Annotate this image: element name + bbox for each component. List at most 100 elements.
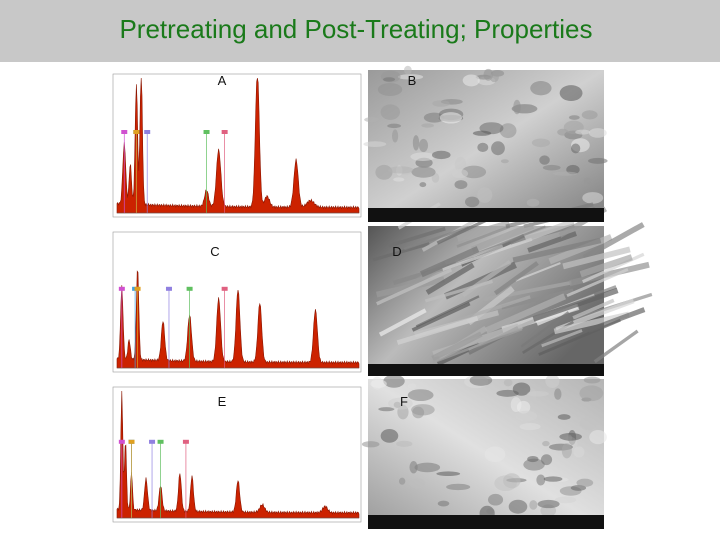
grain <box>554 388 562 400</box>
fiber <box>388 226 446 248</box>
element-tag <box>157 439 164 444</box>
grain <box>486 508 495 515</box>
grain <box>536 474 546 486</box>
grain <box>432 100 450 107</box>
fiber <box>372 242 430 262</box>
grain <box>393 177 405 182</box>
spectrum <box>116 77 360 214</box>
fiber <box>484 293 567 334</box>
grain <box>588 128 607 138</box>
grain <box>370 379 387 389</box>
panel-label: A <box>218 73 227 88</box>
fiber <box>532 287 619 322</box>
grain <box>446 483 471 491</box>
grain <box>477 142 489 153</box>
grain <box>539 155 550 165</box>
grain <box>554 496 577 504</box>
grain <box>361 441 380 448</box>
grain <box>557 414 571 420</box>
grain <box>412 135 420 151</box>
grain <box>513 99 521 115</box>
grain <box>377 83 403 97</box>
grain <box>409 461 418 474</box>
fiber <box>562 246 631 270</box>
grain <box>487 493 504 506</box>
sem-info-bar <box>368 208 604 222</box>
grain <box>375 164 393 180</box>
sem-info-bar <box>368 364 604 376</box>
element-tag <box>182 439 189 444</box>
grain <box>531 138 551 148</box>
element-tag <box>203 130 210 134</box>
grain <box>527 456 539 463</box>
panel-label: B <box>408 73 417 88</box>
fiber <box>582 222 645 260</box>
element-tag <box>133 130 140 134</box>
fiber <box>587 307 646 333</box>
grain <box>589 429 607 445</box>
fiber <box>524 218 575 243</box>
slide-title: Pretreating and Post-Treating; Propertie… <box>119 14 593 44</box>
fiber <box>425 262 475 295</box>
element-tag <box>186 286 193 291</box>
fiber <box>442 237 533 271</box>
grain <box>542 440 550 447</box>
grain <box>363 141 387 147</box>
panel-label: E <box>218 394 227 409</box>
grain <box>581 110 598 120</box>
fiber <box>376 268 453 306</box>
grain <box>496 389 519 397</box>
grain <box>529 500 538 510</box>
element-tag <box>144 130 151 134</box>
grain <box>499 123 517 139</box>
spectrum <box>116 390 360 519</box>
grain <box>515 410 538 422</box>
grain <box>388 397 413 410</box>
grain <box>407 389 434 402</box>
spectrum <box>116 270 360 369</box>
grain <box>500 159 509 164</box>
grain <box>464 196 480 208</box>
spectrum-frame <box>112 73 362 218</box>
grain <box>397 74 424 80</box>
fiber <box>448 295 531 325</box>
fiber <box>593 329 639 364</box>
fiber <box>461 260 512 298</box>
grain <box>579 385 604 402</box>
grain <box>454 156 467 173</box>
grain <box>588 157 608 164</box>
grain <box>419 182 427 188</box>
grain <box>411 166 436 178</box>
fiber <box>566 268 629 298</box>
grain <box>409 478 426 489</box>
grain <box>462 74 480 87</box>
grain <box>565 434 573 441</box>
fiber <box>527 231 577 253</box>
element-tag <box>128 439 135 444</box>
fiber <box>541 329 583 348</box>
grain <box>561 443 572 459</box>
grain <box>540 454 553 466</box>
grain <box>431 150 451 160</box>
grain <box>380 429 399 443</box>
element-tag <box>221 286 228 291</box>
grain <box>383 374 405 388</box>
grain <box>452 168 469 179</box>
grain <box>431 172 440 183</box>
grain <box>439 112 463 124</box>
grain <box>583 177 592 185</box>
fiber <box>420 246 480 278</box>
sem-info-bar <box>368 515 604 529</box>
fiber <box>582 252 645 284</box>
grain <box>508 499 528 514</box>
grain <box>410 152 436 161</box>
grain <box>414 462 441 473</box>
grain <box>530 81 552 96</box>
fiber <box>515 262 561 282</box>
grain <box>391 129 399 143</box>
grain <box>575 129 591 135</box>
grain <box>412 406 425 419</box>
fiber <box>456 225 511 248</box>
